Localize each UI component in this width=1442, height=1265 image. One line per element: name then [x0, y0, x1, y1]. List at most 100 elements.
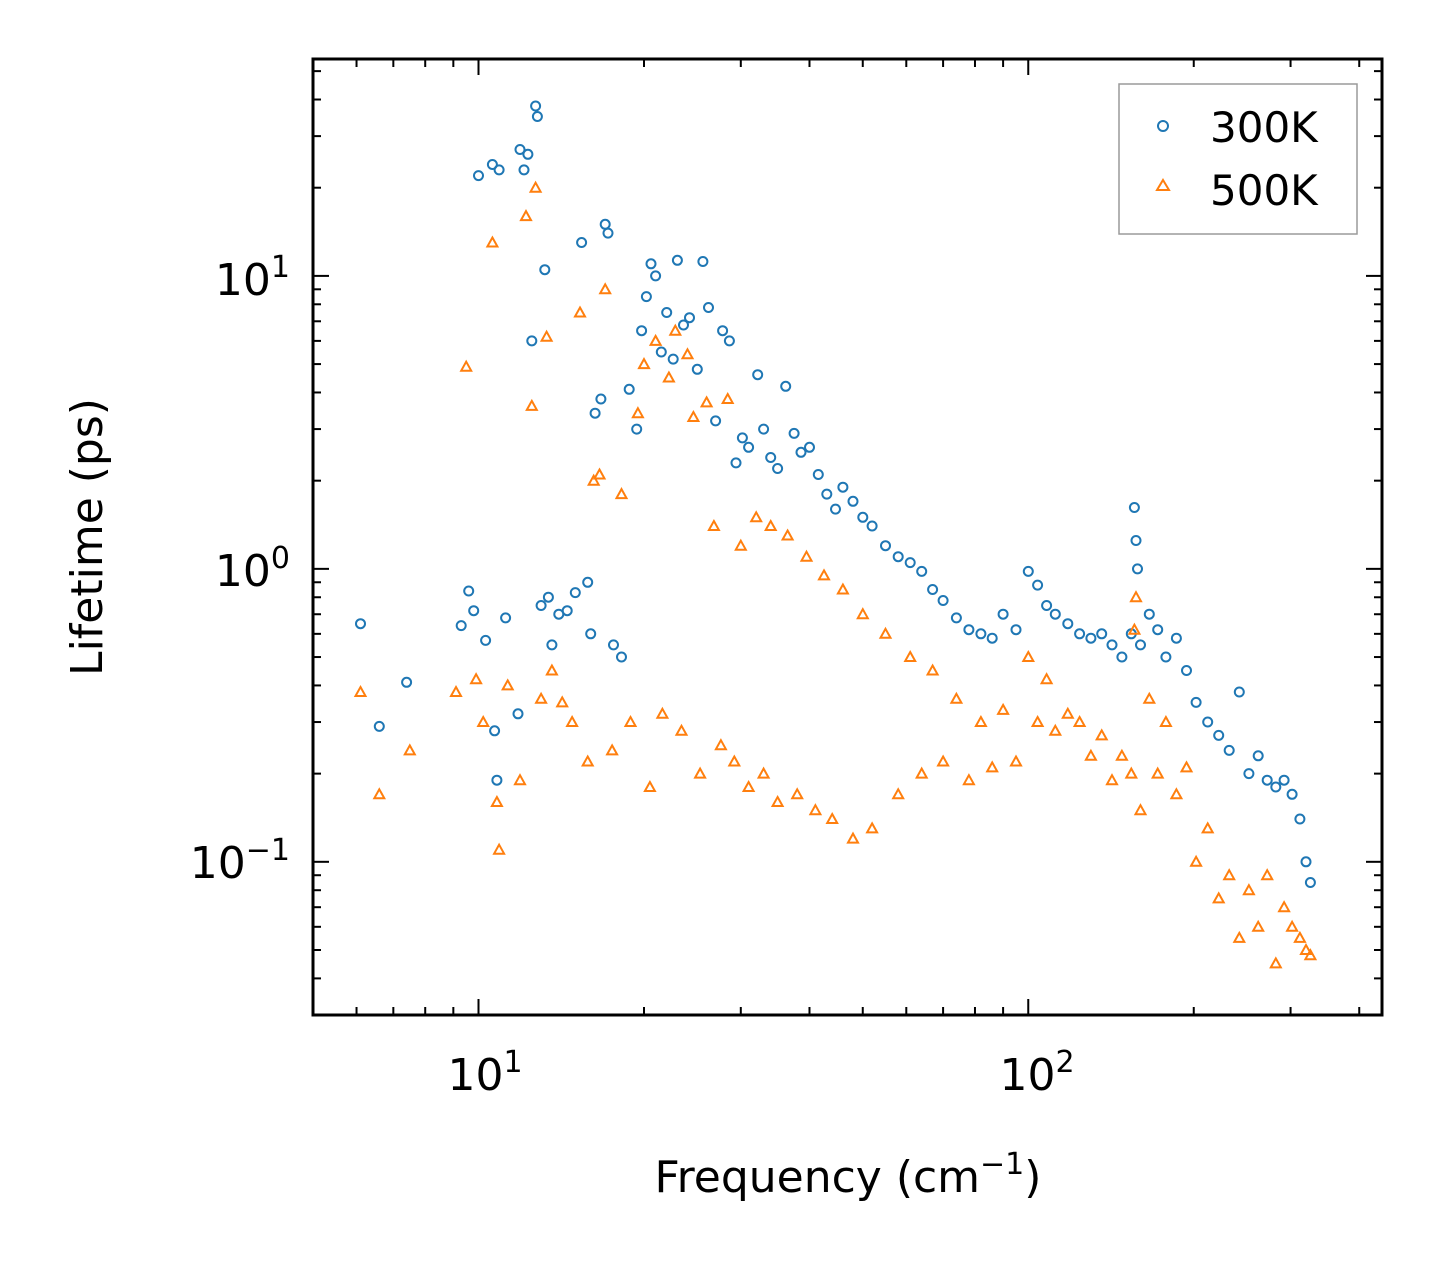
- point-500k-63: [915, 766, 929, 779]
- point-300k-117: [1304, 877, 1316, 888]
- point-300k-18: [530, 100, 542, 112]
- point-300k-25: [561, 605, 573, 617]
- point-300k-10: [491, 774, 503, 786]
- point-500k-89: [1169, 787, 1184, 800]
- point-300k-89: [1074, 628, 1086, 640]
- series-300k-points: [355, 100, 1316, 888]
- point-500k-86: [1142, 691, 1156, 704]
- point-500k-85: [1133, 803, 1148, 816]
- point-500k-44: [734, 538, 748, 551]
- point-300k-92: [1106, 639, 1118, 651]
- point-300k-20: [535, 600, 547, 611]
- point-300k-72: [880, 540, 891, 552]
- legend-label-300k: 300K: [1210, 103, 1319, 152]
- point-300k-12: [500, 612, 512, 624]
- point-300k-73: [892, 551, 904, 563]
- point-300k-116: [1300, 856, 1312, 868]
- point-300k-80: [975, 628, 987, 640]
- point-500k-33: [662, 370, 676, 383]
- point-300k-81: [986, 632, 998, 644]
- point-500k-93: [1212, 891, 1226, 904]
- point-300k-101: [1160, 651, 1172, 663]
- point-300k-22: [542, 591, 554, 603]
- point-500k-23: [592, 467, 607, 480]
- point-500k-2: [403, 743, 417, 756]
- point-500k-56: [836, 582, 850, 595]
- point-300k-78: [950, 612, 962, 624]
- point-300k-76: [927, 584, 939, 595]
- point-500k-72: [1021, 649, 1035, 662]
- point-300k-41: [650, 270, 662, 282]
- point-300k-49: [697, 256, 709, 267]
- point-300k-2: [401, 676, 413, 688]
- point-300k-114: [1286, 788, 1298, 800]
- point-300k-21: [539, 264, 551, 276]
- point-500k-45: [741, 779, 756, 792]
- y-tick-label-1: 100: [215, 541, 290, 597]
- point-300k-60: [772, 463, 784, 474]
- x-axis-label: Frequency (cm−1): [655, 1147, 1042, 1203]
- point-500k-35: [674, 723, 689, 736]
- point-300k-5: [468, 605, 480, 617]
- point-300k-100: [1152, 624, 1164, 636]
- series-500k-points: [353, 180, 1318, 969]
- point-500k-65: [936, 754, 950, 767]
- point-500k-38: [693, 766, 707, 779]
- point-300k-40: [645, 258, 657, 270]
- point-300k-17: [526, 335, 538, 347]
- point-500k-53: [808, 803, 823, 816]
- point-500k-34: [668, 323, 682, 336]
- point-500k-69: [985, 760, 999, 773]
- point-500k-15: [534, 691, 548, 704]
- point-500k-52: [799, 549, 814, 562]
- point-500k-98: [1260, 868, 1274, 881]
- point-500k-4: [459, 359, 473, 372]
- point-300k-99: [1143, 608, 1155, 620]
- point-300k-63: [795, 446, 807, 458]
- point-500k-92: [1201, 821, 1215, 834]
- point-500k-25: [605, 743, 619, 756]
- point-300k-58: [758, 423, 770, 435]
- point-500k-95: [1232, 930, 1246, 943]
- point-300k-91: [1096, 628, 1108, 640]
- point-500k-64: [925, 663, 940, 676]
- point-500k-14: [528, 180, 543, 193]
- point-300k-39: [640, 291, 652, 303]
- legend: 300K 500K: [1118, 83, 1358, 235]
- point-500k-75: [1048, 723, 1062, 736]
- point-300k-75: [916, 565, 928, 577]
- point-300k-30: [589, 407, 601, 419]
- point-300k-50: [703, 302, 714, 313]
- point-500k-46: [749, 510, 763, 523]
- point-500k-37: [686, 409, 701, 422]
- point-500k-88: [1159, 714, 1173, 727]
- y-tick-label-0.1: 10−1: [190, 833, 290, 889]
- point-500k-73: [1030, 714, 1045, 727]
- point-300k-28: [582, 576, 594, 588]
- point-500k-31: [648, 333, 663, 346]
- point-500k-84: [1129, 590, 1143, 603]
- point-500k-17: [545, 663, 559, 676]
- point-300k-42: [655, 346, 667, 358]
- point-500k-26: [614, 487, 629, 500]
- point-500k-83: [1127, 622, 1142, 635]
- point-300k-8: [486, 159, 498, 170]
- point-300k-35: [616, 651, 627, 663]
- point-500k-78: [1084, 748, 1098, 761]
- point-500k-20: [573, 305, 587, 318]
- point-500k-27: [623, 714, 638, 727]
- point-500k-90: [1179, 760, 1194, 773]
- point-500k-74: [1039, 672, 1054, 685]
- point-500k-87: [1151, 766, 1165, 779]
- point-300k-23: [546, 639, 558, 651]
- x-tick-label-10: 101: [447, 1045, 522, 1101]
- point-500k-39: [699, 395, 714, 408]
- point-500k-68: [974, 714, 988, 727]
- point-300k-88: [1062, 618, 1074, 630]
- point-500k-3: [449, 684, 463, 697]
- point-300k-106: [1213, 729, 1225, 741]
- point-300k-51: [710, 415, 722, 427]
- legend-marker-300k: [1157, 120, 1169, 132]
- point-300k-7: [480, 634, 492, 646]
